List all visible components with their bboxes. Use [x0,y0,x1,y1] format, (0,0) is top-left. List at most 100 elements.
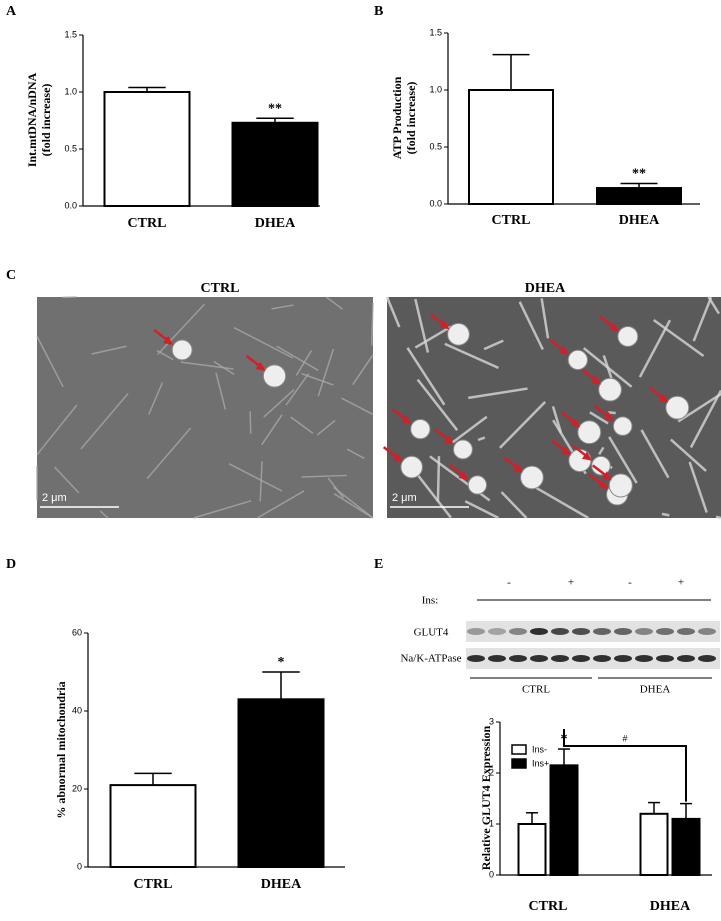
mitochondrion [591,455,611,476]
band [509,628,527,635]
membrane [346,448,365,460]
micrograph-title: DHEA [525,281,566,296]
membrane [540,298,550,339]
membrane [80,392,129,450]
membrane [327,477,345,499]
legend-label: Ins+ [532,758,549,768]
y-tick-label: 2 [489,767,494,777]
membrane [301,372,334,386]
membrane [500,491,528,519]
treatment: - [507,577,511,589]
membrane [352,354,374,386]
membrane [256,490,305,519]
y-axis-label: Relative GLUT4 Expression [479,725,493,870]
y-tick-label: 0.5 [64,143,77,153]
significance-label: * [278,655,285,670]
mitochondrion [400,455,423,479]
blot-row-label: GLUT4 [414,627,449,639]
membrane [213,360,235,376]
y-tick-label: 20 [72,783,82,793]
arrow-head [255,361,266,371]
group-label: DHEA [640,684,671,696]
mitochondrion [447,322,470,346]
scale-bar-label: 2 μm [392,492,417,504]
arrow-head [163,335,174,345]
membrane [301,474,347,478]
bar [468,89,554,205]
arrow-head [439,320,450,330]
band [530,628,548,635]
x-tick-label: DHEA [261,877,302,892]
membrane [370,302,374,346]
arrow-head [558,345,569,355]
band [635,655,653,662]
micrographs: 2 μm 2 μm [36,296,721,520]
mitochondrion [598,377,622,402]
membrane [157,303,205,356]
panel-label: D [6,557,16,572]
arrow-head [601,471,612,481]
band [509,655,527,662]
scale-bar-label: 2 μm [42,492,67,504]
arrow-head [608,322,619,332]
treatment: + [568,577,574,589]
membrane [276,345,319,372]
band [467,628,485,635]
membrane [54,466,80,494]
treatment-label: Ins: [422,595,439,607]
x-tick-label: CTRL [134,877,173,892]
membrane [416,378,459,431]
membrane [518,301,544,351]
membrane [483,339,504,351]
band [677,628,695,635]
mitochondrion [568,448,592,473]
bar [109,784,197,868]
band [572,655,590,662]
membrane [677,392,721,423]
mitochondrion [617,325,639,347]
y-tick-label: 1.0 [429,84,442,94]
band [677,655,695,662]
y-axis-label: % abnormal mitochondria [54,681,68,818]
membrane [638,319,672,378]
arrow-head [392,453,403,463]
mitochondrion [520,465,544,490]
band [593,655,611,662]
membrane [228,463,283,492]
membrane [414,298,430,353]
membrane [450,415,488,445]
comparison-label: # [622,733,627,743]
x-tick-label: CTRL [128,216,167,231]
band [698,628,716,635]
panel-label: E [374,557,383,572]
bar [671,817,701,877]
membrane [406,347,446,406]
x-tick-label: CTRL [529,899,568,914]
membrane [325,296,343,310]
membrane [99,510,109,519]
y-tick-label: 0 [77,861,82,871]
arrow-head [603,412,614,422]
membrane [385,296,401,328]
membrane [249,411,252,434]
blot-row-label: Na/K-ATPase [400,653,461,665]
membrane [295,350,313,376]
membrane [468,387,528,400]
membrane [688,461,708,513]
membrane [316,419,336,436]
mitochondrion [467,475,488,495]
mitochondrion [567,349,589,371]
mitochondrion [577,420,602,445]
membrane [414,325,452,349]
arrow-head [591,375,602,385]
band [656,628,674,635]
membrane [215,372,227,410]
membrane [582,347,633,388]
y-tick-label: 0.0 [64,200,77,210]
panel-label: C [6,268,16,283]
band [551,655,569,662]
membrane [333,486,374,519]
band [551,628,569,635]
membrane [91,345,127,355]
